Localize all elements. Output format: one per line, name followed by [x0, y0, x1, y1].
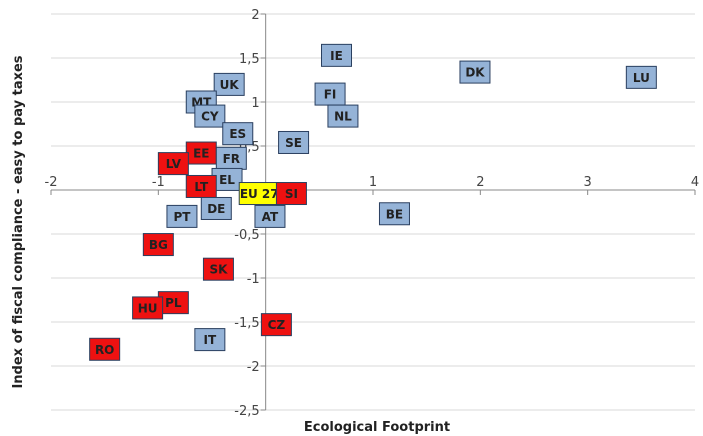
data-point-el: EL	[211, 167, 243, 191]
y-tick-label: 1	[251, 96, 259, 111]
data-point-at: AT	[254, 204, 286, 228]
point-label: UK	[220, 78, 240, 92]
x-tick-label: -2	[45, 175, 58, 190]
point-label: BG	[149, 238, 168, 252]
point-label: PT	[173, 210, 191, 224]
data-point-ee: EE	[185, 141, 217, 165]
point-label: EE	[193, 147, 209, 161]
data-point-lv: LV	[157, 152, 189, 176]
point-box	[459, 60, 491, 84]
y-tick-label: 2	[251, 8, 259, 23]
point-label: BE	[386, 207, 403, 221]
data-point-be: BE	[378, 202, 410, 226]
point-label: SE	[285, 136, 302, 150]
point-box	[327, 104, 359, 128]
point-label: NL	[334, 110, 352, 124]
grid-lines	[51, 13, 695, 411]
point-label: HU	[138, 301, 158, 315]
point-box	[202, 257, 234, 281]
point-box	[166, 204, 198, 228]
point-label: SK	[209, 263, 228, 277]
point-label: DK	[465, 66, 485, 80]
point-label: FR	[223, 152, 240, 166]
x-tick-label: 2	[476, 175, 484, 190]
point-box	[278, 130, 310, 154]
point-box	[194, 328, 226, 352]
y-axis-title: Index of fiscal compliance - easy to pay…	[11, 55, 26, 388]
point-label: IE	[330, 49, 343, 63]
data-point-hu: HU	[132, 296, 164, 320]
x-tick-labels: -2 -1 1 2 3 4	[45, 175, 700, 190]
point-label: LU	[633, 71, 650, 85]
point-box	[321, 43, 353, 67]
y-tick-label: -2	[247, 360, 260, 375]
data-point-it: IT	[194, 328, 226, 352]
data-point-si: SI	[275, 182, 307, 206]
point-box	[89, 337, 121, 361]
point-label: AT	[262, 210, 279, 224]
data-point-cy: CY	[194, 104, 226, 128]
point-label: DE	[207, 202, 225, 216]
y-tick-label: -0,5	[234, 228, 259, 243]
axes	[50, 13, 696, 411]
data-point-es: ES	[222, 122, 254, 146]
point-box	[157, 152, 189, 176]
point-box	[254, 204, 286, 228]
point-label: SI	[285, 187, 298, 201]
x-axis-title: Ecological Footprint	[304, 420, 450, 435]
data-point-de: DE	[200, 196, 232, 220]
point-label: PL	[165, 296, 182, 310]
point-label: CZ	[268, 318, 286, 332]
point-label: RO	[95, 343, 114, 357]
point-label: FI	[324, 88, 337, 102]
point-box	[194, 104, 226, 128]
data-point-cz: CZ	[260, 313, 292, 337]
y-tick-label: -2,5	[234, 404, 259, 419]
point-label: EL	[219, 173, 235, 187]
point-box	[260, 313, 292, 337]
x-tick-label: 3	[584, 175, 592, 190]
x-tick-label: -1	[152, 175, 165, 190]
point-box	[132, 296, 164, 320]
data-point-sk: SK	[202, 257, 234, 281]
point-label: LV	[166, 157, 182, 171]
x-tick-label: 1	[369, 175, 377, 190]
point-box	[213, 72, 245, 96]
point-box	[200, 196, 232, 220]
data-point-se: SE	[278, 130, 310, 154]
point-box	[222, 122, 254, 146]
data-point-fi: FI	[314, 82, 346, 106]
y-tick-label: -1	[247, 272, 260, 287]
point-label: LT	[194, 180, 209, 194]
data-point-uk: UK	[213, 72, 245, 96]
point-box	[625, 65, 657, 89]
data-point-ie: IE	[321, 43, 353, 67]
point-box	[275, 182, 307, 206]
data-point-pl: PL	[157, 291, 189, 315]
point-label: EU 27	[240, 187, 279, 201]
y-tick-label: -1,5	[234, 316, 259, 331]
y-tick-label: 1,5	[239, 52, 260, 67]
data-point-bg: BG	[142, 233, 174, 257]
data-point-eu-27: EU 27	[238, 182, 280, 206]
point-label: IT	[204, 333, 217, 347]
x-tick-label: 4	[691, 175, 699, 190]
data-point-dk: DK	[459, 60, 491, 84]
data-point-fr: FR	[215, 146, 247, 170]
point-label: ES	[229, 127, 246, 141]
point-label: CY	[201, 110, 219, 124]
point-box	[142, 233, 174, 257]
data-point-ro: RO	[89, 337, 121, 361]
data-point-lu: LU	[625, 65, 657, 89]
data-point-nl: NL	[327, 104, 359, 128]
data-point-pt: PT	[166, 204, 198, 228]
data-point-lt: LT	[185, 174, 217, 198]
point-box	[378, 202, 410, 226]
